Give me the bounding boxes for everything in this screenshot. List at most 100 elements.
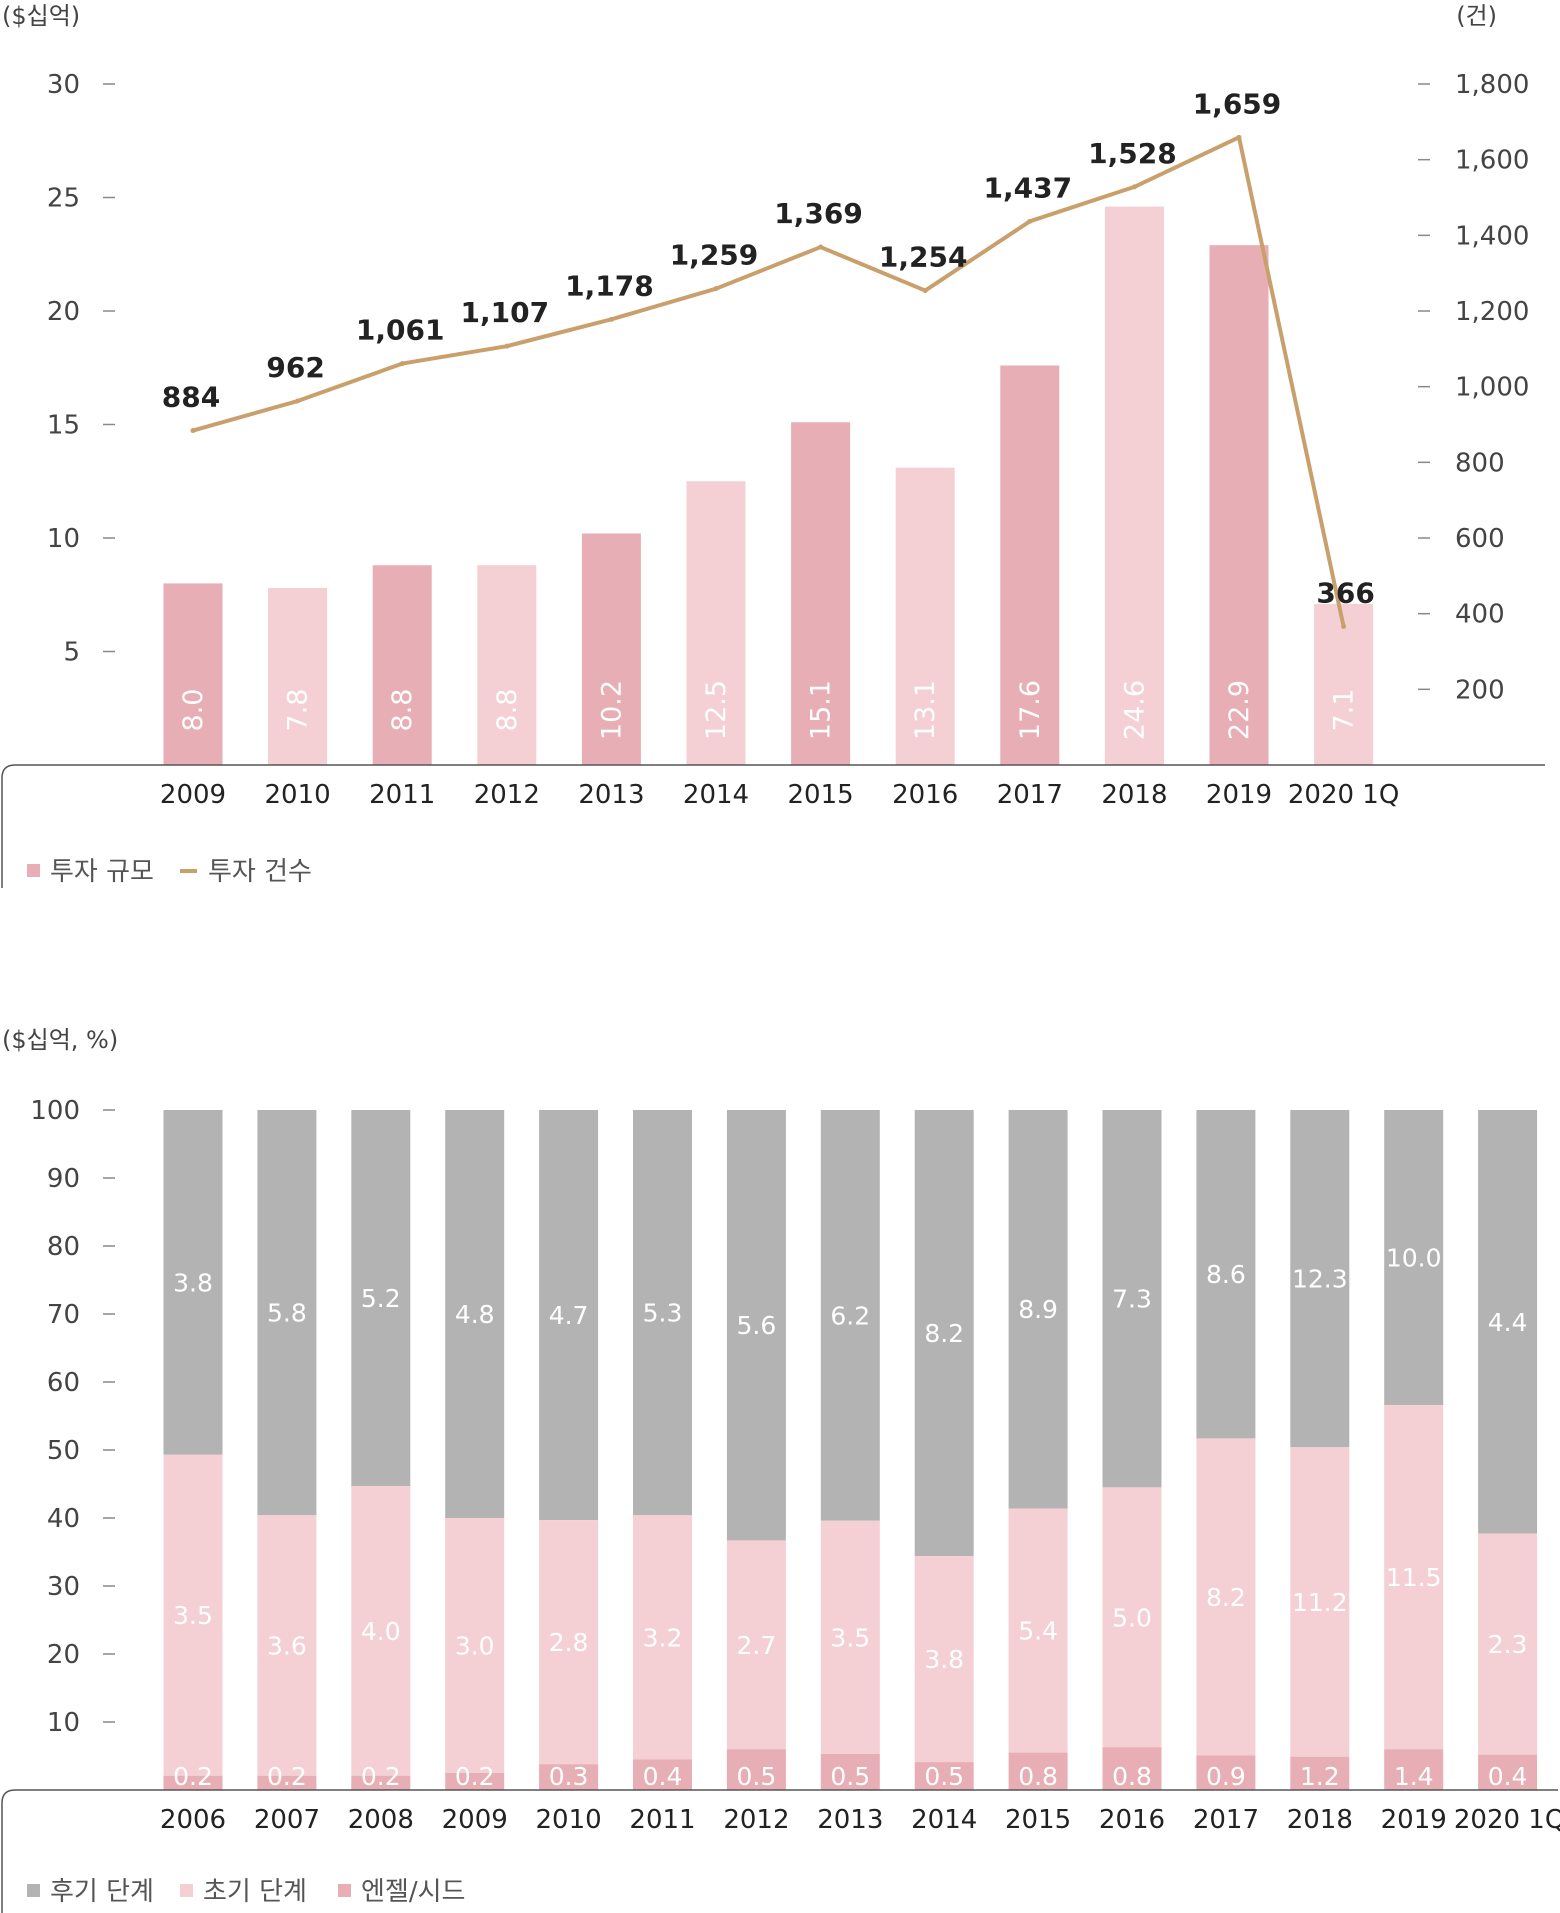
x-tick-label: 2019 bbox=[1381, 1805, 1447, 1835]
angel-seed-value-label: 0.5 bbox=[924, 1762, 964, 1791]
angel-seed-value-label: 1.2 bbox=[1300, 1762, 1340, 1791]
chart-investment-stage-share: ($십억, %) 10 20 30 40 50 60 70 80 90 100 0.2 3.5 3.8 20… bbox=[1, 1026, 1560, 1913]
legend-swatch bbox=[27, 1884, 40, 1897]
line-point-investment-count bbox=[818, 244, 824, 250]
late-stage-value-label: 6.2 bbox=[830, 1301, 870, 1330]
early-stage-value-label: 3.0 bbox=[455, 1632, 495, 1661]
line-value-label: 1,254 bbox=[879, 241, 968, 274]
stacked-bar-late-stage bbox=[914, 1110, 974, 1557]
y-right-tick-label: 1,800 bbox=[1455, 70, 1529, 100]
stacked-bar-early-stage bbox=[820, 1520, 880, 1754]
x-tick-label: 2006 bbox=[160, 1805, 226, 1835]
x-tick-label: 2010 bbox=[265, 780, 331, 810]
line-investment-count bbox=[192, 135, 1346, 627]
stacked-bar-early-stage bbox=[633, 1515, 692, 1760]
line-point-investment-count bbox=[608, 316, 614, 322]
x-tick-label: 2013 bbox=[578, 780, 644, 810]
bar-investment-size bbox=[1209, 245, 1269, 766]
y-right-tick-label: 1,400 bbox=[1455, 221, 1529, 251]
x-tick-label: 2017 bbox=[1193, 1805, 1259, 1835]
y-left-tick-label: 30 bbox=[47, 70, 80, 100]
stacked-bar-angel-seed bbox=[914, 1762, 974, 1790]
x-tick-label: 2011 bbox=[369, 780, 435, 810]
x-tick-label: 2016 bbox=[1099, 1805, 1165, 1835]
x-tick-label: 2015 bbox=[1005, 1805, 1071, 1835]
early-stage-value-label: 3.5 bbox=[173, 1601, 213, 1630]
bar-value-label: 7.1 bbox=[1329, 689, 1360, 732]
stacked-bar-late-stage bbox=[445, 1110, 505, 1518]
line-value-label: 1,437 bbox=[984, 171, 1073, 204]
stacked-bar-angel-seed bbox=[1478, 1754, 1538, 1790]
stacked-bar-late-stage bbox=[1290, 1110, 1350, 1448]
stacked-bar-early-stage bbox=[539, 1520, 599, 1765]
line-point-investment-count bbox=[922, 288, 928, 294]
bar-investment-size bbox=[581, 533, 641, 765]
x-tick-label: 2013 bbox=[817, 1805, 883, 1835]
stacked-bar-late-stage bbox=[163, 1110, 223, 1455]
early-stage-value-label: 11.5 bbox=[1386, 1563, 1442, 1592]
x-tick-label: 2018 bbox=[1101, 780, 1167, 810]
angel-seed-value-label: 0.2 bbox=[173, 1762, 213, 1791]
y-tick-label: 10 bbox=[47, 1708, 80, 1738]
angel-seed-value-label: 0.4 bbox=[1488, 1762, 1528, 1791]
bar-investment-size bbox=[372, 565, 432, 765]
y-right-tick-label: 1,600 bbox=[1455, 146, 1529, 176]
early-stage-value-label: 11.2 bbox=[1292, 1588, 1348, 1617]
y-tick-label: 30 bbox=[47, 1572, 80, 1602]
x-tick-label: 2018 bbox=[1287, 1805, 1353, 1835]
x-tick-label: 2008 bbox=[348, 1805, 414, 1835]
stacked-bar-early-stage bbox=[351, 1486, 411, 1776]
y-left-tick-label: 15 bbox=[47, 411, 80, 441]
bar-investment-size bbox=[791, 422, 851, 765]
bar-value-label: 8.8 bbox=[492, 689, 523, 732]
x-tick-label: 2009 bbox=[160, 780, 226, 810]
angel-seed-value-label: 1.4 bbox=[1394, 1762, 1434, 1791]
angel-seed-value-label: 0.8 bbox=[1018, 1762, 1058, 1791]
stacked-bar-late-stage bbox=[1384, 1110, 1444, 1406]
bar-value-label: 13.1 bbox=[910, 680, 941, 740]
line-value-label: 1,369 bbox=[774, 197, 863, 230]
line-value-label: 962 bbox=[266, 351, 324, 384]
late-stage-value-label: 4.4 bbox=[1488, 1308, 1528, 1337]
x-tick-label: 2017 bbox=[997, 780, 1063, 810]
angel-seed-value-label: 0.5 bbox=[737, 1762, 777, 1791]
y-right-tick-label: 400 bbox=[1455, 600, 1505, 630]
legend-label-investment-count: 투자 건수 bbox=[208, 857, 312, 887]
early-stage-value-label: 2.3 bbox=[1488, 1630, 1528, 1659]
line-point-investment-count bbox=[1236, 134, 1242, 140]
bar-value-label: 10.2 bbox=[596, 680, 627, 740]
chart-investment-size-and-count: ($십억) (건) 5 10 15 20 25 30 200 400 600 800 1,000 1,20… bbox=[1, 2, 1545, 888]
bar-value-label: 8.8 bbox=[387, 689, 418, 732]
early-stage-value-label: 3.6 bbox=[267, 1632, 307, 1661]
x-tick-label: 2020 1Q bbox=[1288, 780, 1399, 810]
bar-value-label: 15.1 bbox=[806, 680, 837, 740]
late-stage-value-label: 7.3 bbox=[1112, 1285, 1152, 1314]
y-left-tick-label: 5 bbox=[63, 638, 80, 668]
early-stage-value-label: 2.8 bbox=[549, 1628, 589, 1657]
angel-seed-value-label: 0.9 bbox=[1206, 1762, 1246, 1791]
bar-value-label: 8.0 bbox=[178, 689, 209, 732]
early-stage-value-label: 3.5 bbox=[830, 1623, 870, 1652]
y-left-tick-label: 25 bbox=[47, 184, 80, 214]
line-point-investment-count bbox=[190, 428, 196, 434]
legend-swatch bbox=[338, 1884, 351, 1897]
bar-investment-size bbox=[686, 481, 746, 765]
bar-investment-size bbox=[1000, 365, 1060, 765]
line-value-label: 1,528 bbox=[1088, 137, 1177, 170]
bar-investment-size bbox=[895, 467, 955, 765]
line-point-investment-count bbox=[1131, 184, 1137, 190]
stacked-bar-angel-seed bbox=[163, 1775, 223, 1790]
bar-value-label: 24.6 bbox=[1119, 680, 1150, 740]
late-stage-value-label: 8.9 bbox=[1018, 1295, 1058, 1324]
y-right-tick-label: 200 bbox=[1455, 675, 1505, 705]
late-stage-value-label: 12.3 bbox=[1292, 1265, 1348, 1294]
late-stage-value-label: 5.3 bbox=[643, 1299, 683, 1328]
bar-investment-size bbox=[477, 565, 537, 765]
x-tick-label: 2016 bbox=[892, 780, 958, 810]
stacked-bar-late-stage bbox=[1196, 1110, 1256, 1439]
y-tick-label: 70 bbox=[47, 1300, 80, 1330]
x-tick-label: 2007 bbox=[254, 1805, 320, 1835]
line-value-label: 1,107 bbox=[461, 296, 550, 329]
stacked-bar-angel-seed bbox=[257, 1775, 317, 1790]
